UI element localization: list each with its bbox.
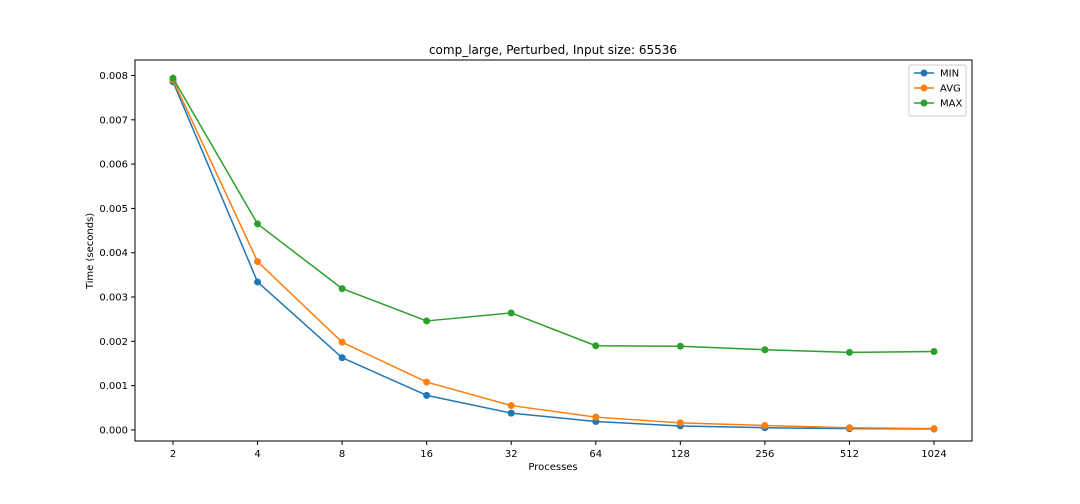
- data-point-avg: [338, 338, 346, 346]
- y-tick-label: 0.004: [99, 248, 128, 259]
- legend-label-max: MAX: [940, 99, 962, 110]
- data-point-avg: [761, 421, 769, 429]
- y-tick-label: 0.001: [99, 381, 128, 392]
- data-point-min: [507, 409, 515, 417]
- data-point-avg: [254, 258, 262, 266]
- plot-area-frame: [134, 59, 973, 442]
- data-point-max: [423, 317, 431, 325]
- data-point-max: [676, 342, 684, 350]
- y-tick-label: 0.000: [99, 425, 128, 436]
- y-tick-label: 0.006: [99, 160, 128, 171]
- x-tick-label: 32: [505, 449, 518, 460]
- legend-marker-avg: [920, 84, 928, 92]
- x-tick-label: 512: [840, 449, 859, 460]
- series-layer: [169, 74, 938, 433]
- data-point-avg: [845, 424, 853, 432]
- legend-marker-max: [920, 99, 928, 107]
- series-min: [169, 78, 938, 433]
- x-axis: 2 4 8 16 32 64 128 256 512 1024: [170, 441, 947, 460]
- data-point-max: [761, 346, 769, 354]
- data-point-min: [423, 391, 431, 399]
- data-point-avg: [507, 402, 515, 410]
- legend-marker-min: [920, 69, 928, 77]
- legend-label-min: MIN: [940, 69, 959, 80]
- data-point-avg: [592, 413, 600, 421]
- chart-title: comp_large, Perturbed, Input size: 65536: [429, 43, 677, 57]
- data-point-avg: [930, 425, 938, 433]
- legend: MIN AVG MAX: [908, 64, 967, 117]
- data-point-avg: [676, 419, 684, 427]
- y-axis: 0.000 0.001 0.002 0.003 0.004 0.005 0.006 0.007…: [99, 71, 135, 436]
- data-point-min: [338, 354, 346, 362]
- data-point-max: [254, 220, 262, 228]
- series-line-max: [172, 77, 935, 354]
- data-point-max: [930, 348, 938, 356]
- series-avg: [169, 76, 938, 433]
- x-tick-label: 16: [420, 449, 433, 460]
- data-point-max: [169, 74, 177, 82]
- data-point-avg: [423, 378, 431, 386]
- series-line-min: [172, 81, 935, 430]
- series-max: [169, 74, 938, 356]
- y-tick-label: 0.005: [99, 204, 128, 215]
- data-point-max: [338, 285, 346, 293]
- data-point-max: [507, 309, 515, 317]
- x-tick-label: 8: [339, 449, 345, 460]
- data-point-max: [845, 348, 853, 356]
- x-tick-label: 4: [254, 449, 260, 460]
- y-tick-label: 0.007: [99, 115, 128, 126]
- y-tick-label: 0.008: [99, 71, 128, 82]
- y-tick-label: 0.003: [99, 293, 128, 304]
- x-axis-title: Processes: [528, 462, 577, 473]
- data-point-max: [592, 342, 600, 350]
- x-tick-label: 256: [755, 449, 774, 460]
- y-tick-label: 0.002: [99, 337, 128, 348]
- legend-label-avg: AVG: [940, 84, 961, 95]
- data-point-min: [254, 278, 262, 286]
- x-tick-label: 128: [671, 449, 690, 460]
- x-tick-label: 64: [589, 449, 602, 460]
- x-tick-label: 1024: [921, 449, 946, 460]
- y-axis-title: Time (seconds): [85, 213, 96, 290]
- series-line-avg: [172, 79, 935, 430]
- x-tick-label: 2: [170, 449, 176, 460]
